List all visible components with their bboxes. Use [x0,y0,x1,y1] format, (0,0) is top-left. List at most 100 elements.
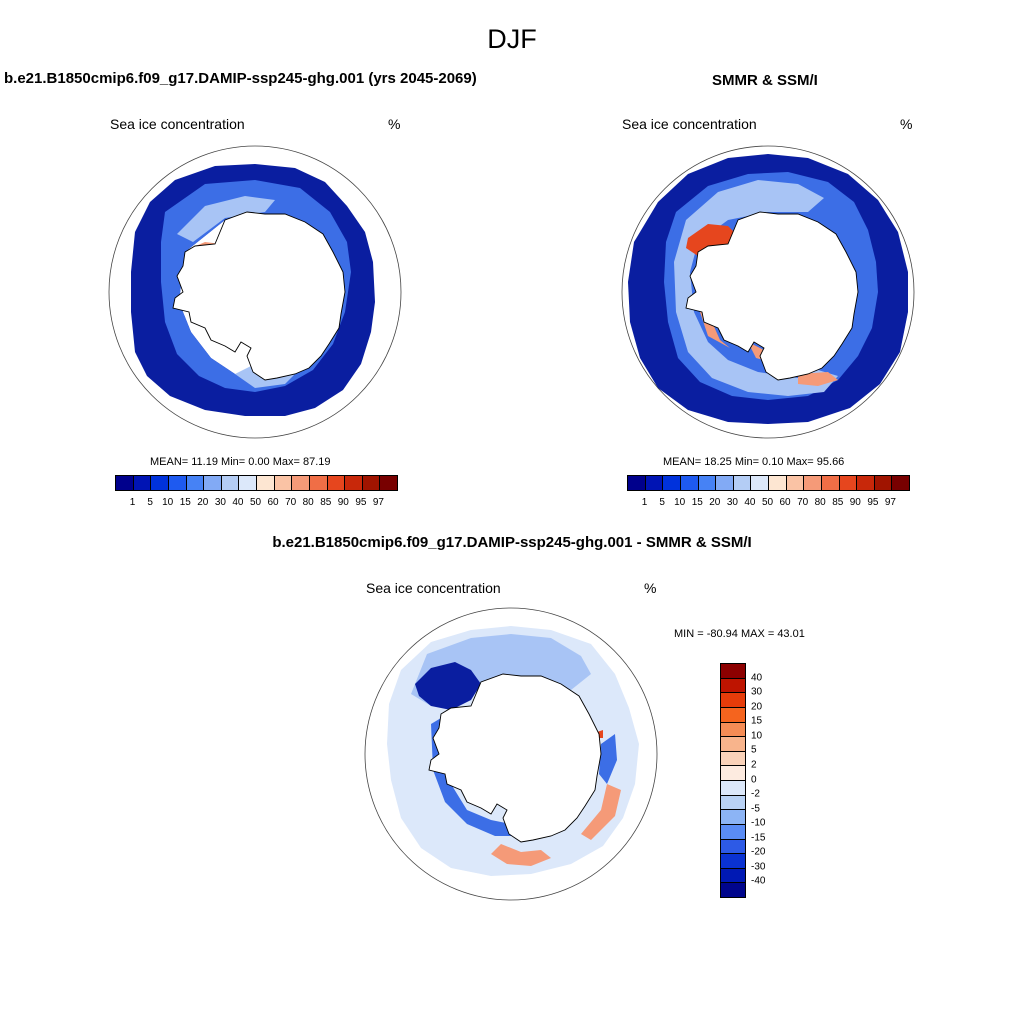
panel3-colorbar-tick-label: -15 [751,832,766,844]
panel3-colorbar-swatch [721,692,745,707]
panel1-title: b.e21.B1850cmip6.f09_g17.DAMIP-ssp245-gh… [4,70,477,87]
panel1-colorbar-tick-label: 15 [179,497,191,508]
panel3-map [364,607,658,901]
panel3-colorbar-tick-label: 0 [751,774,757,785]
panel2-colorbar-swatch [732,476,751,490]
panel3-colorbar [720,663,746,898]
panel2-colorbar-tick-label: 50 [761,497,774,508]
panel3-colorbar-tick-label: -10 [751,817,766,829]
panel1-ice-inner [177,196,275,242]
panel1-colorbar-tick-label: 30 [214,497,226,508]
panel3-colorbar-swatch [721,721,745,737]
panel1-colorbar-swatch [256,476,274,490]
panel1-colorbar-swatch [238,476,256,490]
panel3-colorbar-swatch [721,736,745,751]
panel1-colorbar-swatch [167,476,186,490]
panel3-colorbar-swatch [721,853,745,868]
panel2-colorbar-tick-label: 60 [779,497,791,508]
panel3-stats: MIN = -80.94 MAX = 43.01 [674,628,805,640]
panel3-colorbar-tick-label: -40 [751,875,766,887]
panel2-colorbar-swatch [768,476,786,490]
panel3-colorbar-tick-label: -20 [751,846,766,858]
panel1-stats: MEAN= 11.19 Min= 0.00 Max= 87.19 [150,456,331,468]
panel1-colorbar-swatch [132,476,151,490]
panel2-colorbar-swatch [750,476,768,490]
panel1-colorbar-tick-label: 20 [197,497,209,508]
panel3-units-label: % [644,580,657,596]
panel2-colorbar-swatch [891,476,909,490]
panel2-title: SMMR & SSM/I [712,72,818,89]
panel1-ice-middle [161,180,351,392]
panel2-east-high [798,372,838,386]
panel1-colorbar-swatch [361,476,380,490]
panel2-colorbar-tick-label: 40 [744,497,756,508]
panel1-colorbar-tick-label: 85 [320,497,332,508]
panel2-colorbar-swatch [662,476,680,490]
panel2-colorbar-swatch [644,476,663,490]
panel2-colorbar-swatch [838,476,857,490]
panel2-colorbar-tick-label: 90 [849,497,861,508]
panel2-colorbar-tick-label: 30 [726,497,738,508]
panel2-colorbar [627,475,910,491]
panel1-colorbar-tick-label: 5 [147,497,153,508]
panel1-colorbar-tick-label: 10 [162,497,174,508]
panel1-units-label: % [388,116,401,132]
panel3-colorbar-swatch [721,794,745,810]
panel2-colorbar-tick-label: 70 [797,497,809,508]
panel2-colorbar-swatch [628,476,645,490]
panel3-colorbar-tick-label: 20 [751,701,763,713]
panel1-colorbar-tick-label: 40 [232,497,244,508]
panel1-colorbar-swatch [308,476,327,490]
panel3-diff-weddell-low [415,662,481,710]
panel3-colorbar-tick-label: 10 [751,730,763,742]
panel3-colorbar-swatch [721,706,745,722]
panel1-map [108,145,402,439]
panel1-antarctica [172,211,346,381]
panel3-colorbar-tick-label: 5 [751,744,757,756]
panel2-colorbar-tick-label: 95 [867,497,879,508]
panel3-colorbar-tick-label: -30 [751,861,766,873]
panel3-colorbar-tick-label: 15 [751,715,763,727]
panel2-colorbar-swatch [679,476,698,490]
panel3-antarctica [428,673,602,843]
panel1-colorbar-swatch [379,476,397,490]
panel1-colorbar-swatch [273,476,292,490]
panel3-colorbar-tick-label: 30 [751,686,763,698]
panel2-colorbar-swatch [697,476,716,490]
panel3-colorbar-swatch [721,750,745,766]
panel1-colorbar-tick-label: 90 [337,497,349,508]
panel3-colorbar-tick-label: 40 [751,672,763,684]
panel2-colorbar-tick-label: 1 [641,497,648,508]
panel2-colorbar-swatch [785,476,804,490]
panel3-diff-ross-high [491,844,551,866]
panel3-diff-east-low [599,734,617,784]
panel1-variable-label: Sea ice concentration [110,116,245,132]
panel1-colorbar-swatch [326,476,345,490]
panel1-colorbar-tick-label: 95 [355,497,367,508]
panel1-colorbar-swatch [291,476,309,490]
panel1-colorbar-swatch [150,476,168,490]
panel2-colorbar-tick-label: 80 [814,497,826,508]
panel2-colorbar-swatch [820,476,839,490]
panel3-colorbar-swatch [721,823,745,839]
panel3-diff-west-low [431,718,521,836]
panel1-colorbar-swatch [344,476,362,490]
panel3-title: b.e21.B1850cmip6.f09_g17.DAMIP-ssp245-gh… [272,534,752,551]
panel2-antarctica [685,211,859,381]
panel1-colorbar-swatch [203,476,221,490]
panel3-colorbar-tick-label: 2 [751,759,757,771]
panel3-colorbar-swatch [721,838,745,854]
panel3-colorbar-tick-label: -5 [751,803,760,815]
panel3-colorbar-swatch [721,664,745,678]
panel2-colorbar-swatch [803,476,821,490]
panel2-colorbar-tick-label: 5 [659,497,665,508]
panel3-colorbar-swatch [721,677,745,693]
panel3-diff-east-high [581,784,621,840]
panel3-colorbar-swatch [721,867,745,883]
panel2-variable-label: Sea ice concentration [622,116,757,132]
panel1-colorbar-swatch [185,476,204,490]
panel3-colorbar-swatch [721,780,745,795]
panel1-colorbar-swatch [220,476,239,490]
figure-title: DJF [487,24,537,54]
panel1-colorbar-tick-label: 50 [249,497,262,508]
